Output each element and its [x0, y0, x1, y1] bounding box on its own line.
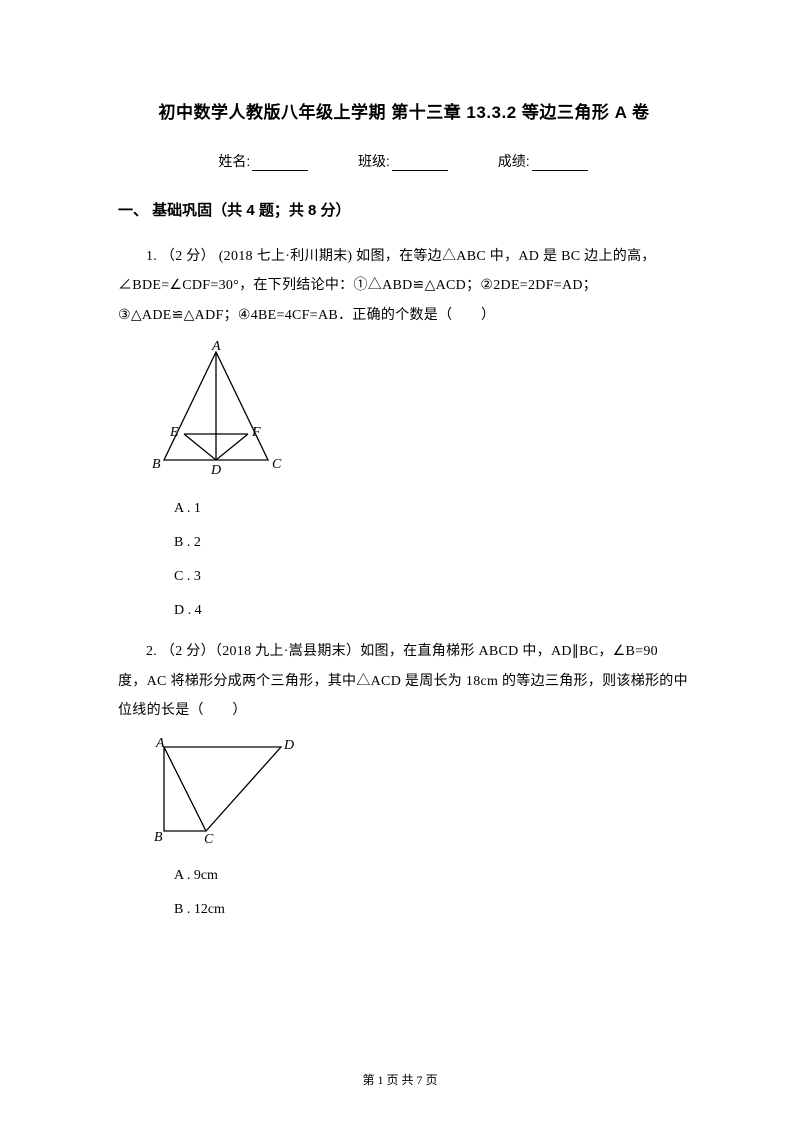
fig2-label-B: B [154, 830, 163, 845]
question-1-text: 1. （2 分） (2018 七上·利川期末) 如图，在等边△ABC 中，AD … [118, 242, 690, 330]
q1-option-C[interactable]: C . 3 [174, 569, 690, 585]
question-2-text: 2. （2 分）（2018 九上·嵩县期末）如图，在直角梯形 ABCD 中，AD… [118, 637, 690, 725]
section-header: 一、 基础巩固（共 4 题；共 8 分） [118, 199, 690, 220]
fig1-label-D: D [210, 463, 221, 478]
fig1-label-C: C [272, 457, 282, 472]
class-label: 班级: [358, 153, 390, 169]
fig1-label-F: F [251, 425, 261, 440]
name-label: 姓名: [218, 153, 250, 169]
fig2-label-A: A [155, 736, 165, 751]
question-1-figure: A B C D E F [146, 340, 690, 483]
q1-option-B[interactable]: B . 2 [174, 535, 690, 551]
fig2-label-D: D [283, 738, 294, 753]
fig2-label-C: C [204, 832, 214, 845]
exam-title: 初中数学人教版八年级上学期 第十三章 13.3.2 等边三角形 A 卷 [118, 98, 690, 123]
page-footer: 第 1 页 共 7 页 [0, 1071, 800, 1088]
q2-option-B[interactable]: B . 12cm [174, 902, 690, 918]
fig1-label-A: A [211, 340, 221, 354]
score-blank[interactable] [532, 157, 588, 171]
score-label: 成绩: [498, 153, 530, 169]
fig1-label-B: B [152, 457, 161, 472]
class-blank[interactable] [392, 157, 448, 171]
q2-option-A[interactable]: A . 9cm [174, 868, 690, 884]
q1-option-D[interactable]: D . 4 [174, 603, 690, 619]
question-2-figure: A D B C [146, 735, 690, 850]
student-info-line: 姓名: 班级: 成绩: [118, 151, 690, 171]
name-blank[interactable] [252, 157, 308, 171]
q1-option-A[interactable]: A . 1 [174, 501, 690, 517]
fig1-label-E: E [169, 425, 179, 440]
